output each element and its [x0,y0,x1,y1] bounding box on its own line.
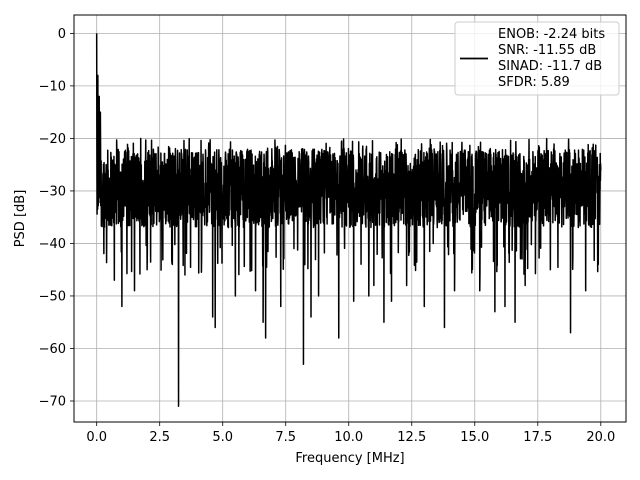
x-tick-label: 7.5 [275,430,296,445]
y-tick-label: −50 [39,289,66,304]
y-tick-label: −10 [39,79,66,94]
psd-line [95,33,602,407]
x-tick-label: 12.5 [397,430,426,445]
legend: ENOB: -2.24 bits SNR: -11.55 dB SINAD: -… [454,21,620,96]
y-tick-label: 0 [58,27,66,42]
y-tick-label: −20 [39,132,66,147]
x-tick-label: 0.0 [86,430,107,445]
x-tick-label: 17.5 [523,430,552,445]
legend-sfdr: SFDR: 5.89 [498,75,570,90]
y-tick-label: −60 [39,342,66,357]
x-tick-label: 5.0 [212,430,233,445]
y-tick-label: −40 [39,237,66,252]
x-tick-label: 15.0 [460,430,489,445]
y-tick-label: −30 [39,184,66,199]
psd-trace-layer [95,33,602,407]
x-axis-label: Frequency [MHz] [295,451,404,466]
x-tick-label: 2.5 [149,430,170,445]
legend-snr: SNR: -11.55 dB [498,43,596,58]
y-axis: 0 −10 −20 −30 −40 −50 −60 −70 [39,27,74,409]
legend-box [454,21,620,96]
legend-sinad: SINAD: -11.7 dB [498,59,602,74]
legend-enob: ENOB: -2.24 bits [498,27,605,42]
x-tick-label: 20.0 [586,430,615,445]
plot-frame [73,14,627,423]
x-tick-label: 10.0 [334,430,363,445]
y-tick-label: −70 [39,394,66,409]
x-axis: 0.0 2.5 5.0 7.5 10.0 12.5 15.0 17.5 20.0 [86,422,615,445]
y-axis-label: PSD [dB] [13,190,28,248]
